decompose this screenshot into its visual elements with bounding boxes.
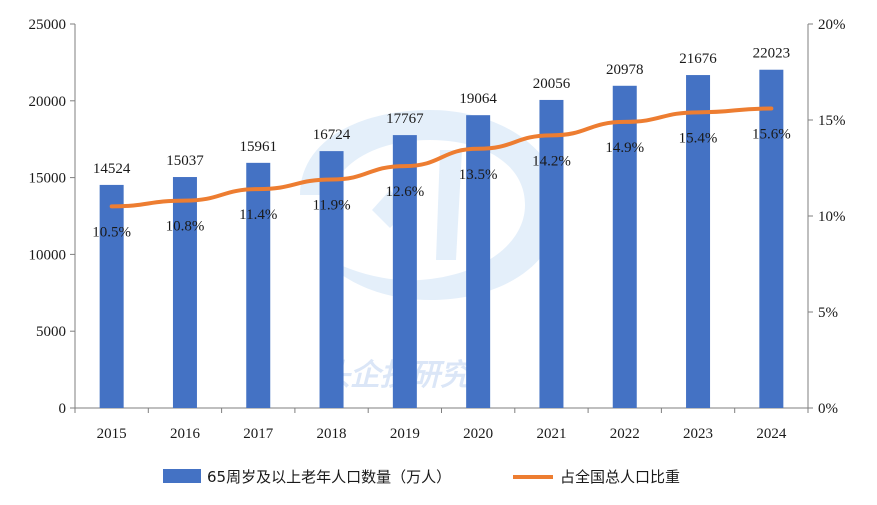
x-tick-label: 2021 [536, 426, 566, 442]
bar [319, 151, 344, 408]
bar [172, 177, 197, 408]
right-tick-label: 5% [818, 305, 838, 321]
right-tick-label: 15% [818, 113, 846, 129]
bar [759, 69, 784, 409]
legend-label-line: 占全国总人口比重 [560, 468, 680, 486]
x-tick-label: 2022 [610, 426, 640, 442]
bars [99, 69, 784, 409]
left-tick-label: 5000 [36, 324, 66, 340]
x-tick-label: 2018 [317, 426, 347, 442]
right-tick-label: 10% [818, 209, 846, 225]
x-tick-label: 2016 [170, 426, 201, 442]
bar-value-label: 16724 [313, 127, 351, 143]
bar-value-label: 17767 [386, 111, 424, 127]
data-labels: 14524 15037 15961 16724 17767 19064 20056 20978… [92, 46, 790, 241]
percent-line [109, 106, 774, 209]
axes: 0 5000 10000 15000 20000 25000 0% 5% 10% 15% 20% 20… [29, 17, 846, 442]
left-tick-label: 10000 [29, 247, 67, 263]
percent-series-line [109, 106, 774, 209]
line-value-label: 13.5% [459, 167, 498, 183]
right-tick-label: 0% [818, 401, 838, 417]
x-tick-label: 2023 [683, 426, 713, 442]
bar [99, 184, 124, 408]
line-value-label: 11.9% [312, 198, 350, 214]
bar-value-label: 20056 [533, 76, 571, 92]
bar [686, 75, 711, 408]
bar-value-label: 19064 [459, 91, 497, 107]
bar-value-label: 14524 [93, 161, 131, 177]
line-value-label: 14.9% [605, 140, 644, 156]
bar [539, 99, 564, 408]
line-value-label: 10.5% [92, 224, 131, 240]
left-tick-label: 15000 [29, 171, 67, 187]
line-value-label: 14.2% [532, 153, 571, 169]
line-value-label: 15.4% [679, 130, 718, 146]
line-value-label: 12.6% [385, 184, 424, 200]
legend: 65周岁及以上老年人口数量（万人） 占全国总人口比重 [163, 468, 680, 486]
bar [246, 162, 271, 408]
bar [466, 115, 491, 408]
x-tick-label: 2019 [390, 426, 420, 442]
bar-value-label: 20978 [606, 62, 644, 78]
bar-value-label: 15037 [166, 153, 204, 169]
x-tick-label: 2020 [463, 426, 493, 442]
bar-value-label: 15961 [240, 139, 278, 155]
x-tick-label: 2017 [243, 426, 274, 442]
legend-swatch-bar [163, 469, 201, 483]
bar [392, 135, 417, 408]
left-tick-label: 0 [59, 401, 67, 417]
x-tick-label: 2024 [756, 426, 787, 442]
line-value-label: 15.6% [752, 126, 791, 142]
left-tick-label: 25000 [29, 17, 67, 33]
legend-label-bar: 65周岁及以上老年人口数量（万人） [207, 468, 451, 486]
bar [612, 85, 637, 408]
line-value-label: 10.8% [166, 219, 205, 235]
bar-value-label: 21676 [679, 51, 717, 67]
right-tick-label: 20% [818, 17, 846, 33]
left-tick-label: 20000 [29, 94, 67, 110]
x-tick-label: 2015 [97, 426, 127, 442]
line-value-label: 11.4% [239, 207, 277, 223]
bar-value-label: 22023 [753, 46, 791, 62]
